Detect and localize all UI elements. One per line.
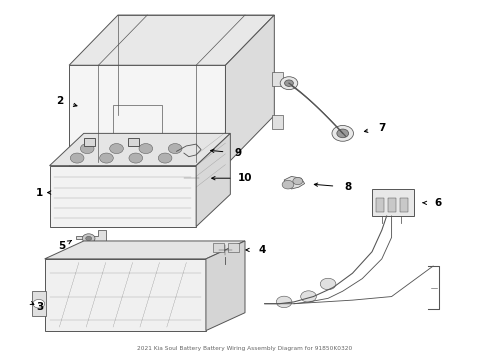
Text: 7: 7	[378, 123, 386, 133]
Circle shape	[282, 180, 294, 189]
Circle shape	[82, 234, 95, 243]
Polygon shape	[49, 134, 230, 166]
Text: 2021 Kia Soul Battery Battery Wiring Assembly Diagram for 91850K0320: 2021 Kia Soul Battery Battery Wiring Ass…	[137, 346, 353, 351]
Text: 5: 5	[58, 241, 65, 251]
Text: 9: 9	[234, 148, 241, 158]
Bar	[213, 243, 223, 252]
Circle shape	[169, 144, 182, 154]
Circle shape	[320, 278, 336, 290]
Bar	[272, 115, 283, 129]
Text: 8: 8	[344, 182, 351, 192]
Polygon shape	[69, 65, 225, 166]
Circle shape	[280, 77, 298, 90]
Text: 6: 6	[434, 198, 441, 208]
Polygon shape	[49, 166, 196, 226]
Polygon shape	[69, 15, 274, 65]
Circle shape	[33, 300, 45, 308]
Circle shape	[190, 149, 200, 157]
Circle shape	[158, 153, 172, 163]
Bar	[128, 138, 140, 146]
Circle shape	[80, 144, 94, 154]
Polygon shape	[45, 259, 206, 330]
Polygon shape	[206, 241, 245, 330]
Bar	[272, 72, 283, 86]
Circle shape	[99, 153, 113, 163]
Bar	[84, 138, 96, 146]
Polygon shape	[45, 241, 245, 259]
Circle shape	[110, 144, 123, 154]
Circle shape	[70, 153, 84, 163]
Circle shape	[186, 175, 196, 182]
Bar	[376, 198, 384, 212]
Circle shape	[216, 243, 235, 257]
Circle shape	[301, 291, 317, 302]
Bar	[388, 198, 396, 212]
Circle shape	[86, 236, 92, 240]
Polygon shape	[196, 134, 230, 226]
Polygon shape	[225, 15, 274, 166]
Circle shape	[181, 171, 201, 185]
Bar	[113, 105, 162, 137]
Circle shape	[332, 126, 353, 141]
Polygon shape	[284, 176, 305, 189]
Text: 3: 3	[36, 302, 44, 312]
Text: 2: 2	[56, 96, 63, 106]
Bar	[400, 198, 408, 212]
Text: 1: 1	[36, 188, 44, 198]
Bar	[32, 291, 46, 316]
Circle shape	[172, 150, 185, 159]
Circle shape	[220, 246, 230, 253]
Circle shape	[285, 80, 294, 86]
Circle shape	[337, 129, 348, 138]
Text: 4: 4	[258, 245, 266, 255]
Circle shape	[139, 144, 153, 154]
Text: 10: 10	[238, 173, 252, 183]
Circle shape	[129, 153, 143, 163]
Circle shape	[293, 177, 303, 185]
Bar	[228, 243, 239, 252]
Polygon shape	[76, 230, 106, 244]
Circle shape	[276, 296, 292, 308]
Bar	[372, 189, 414, 216]
